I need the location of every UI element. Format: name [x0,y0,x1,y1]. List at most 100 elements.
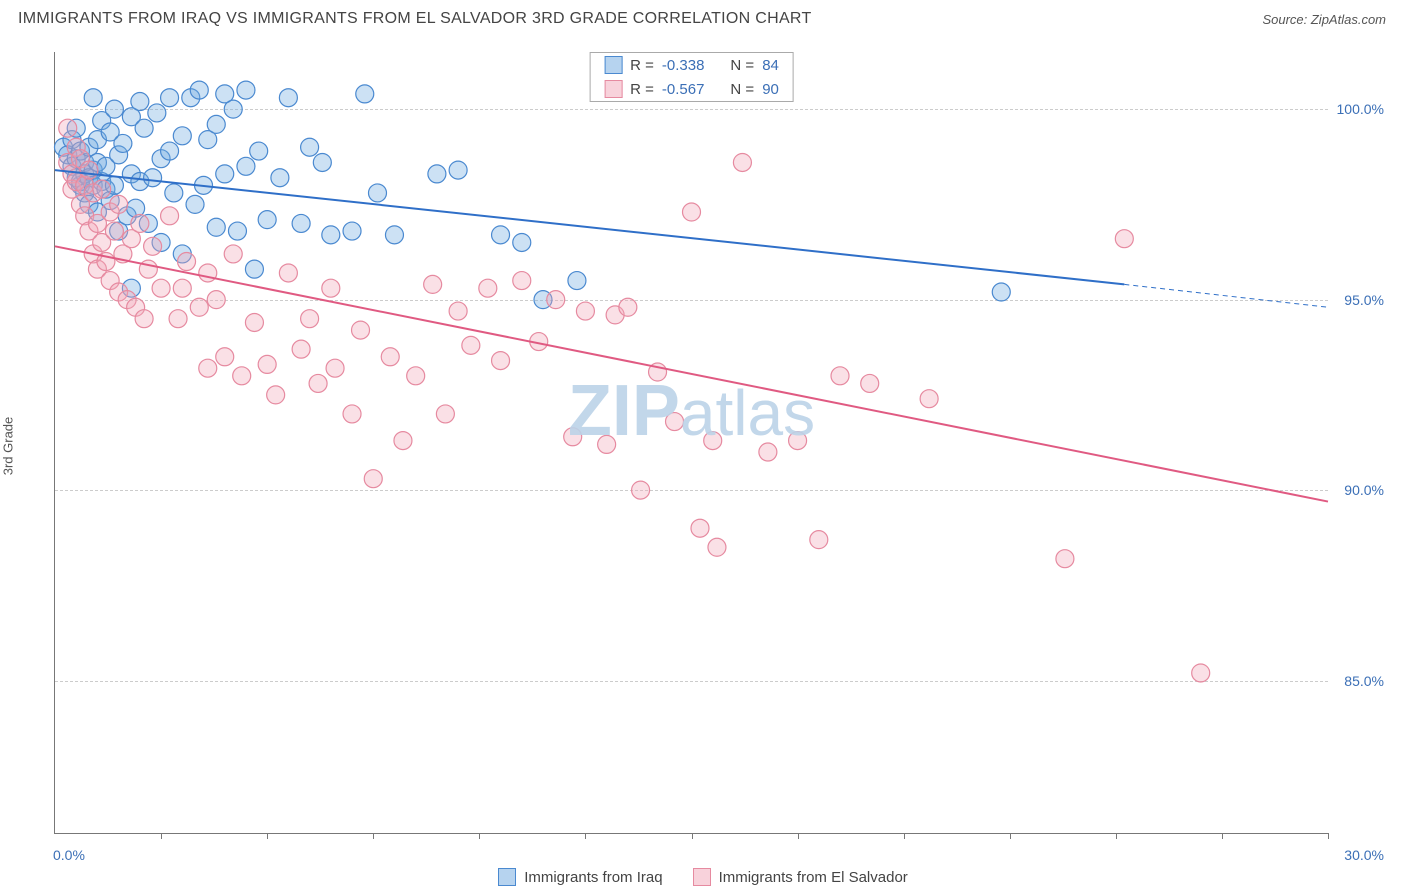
scatter-point [84,89,102,107]
scatter-point [110,195,128,213]
scatter-point [93,180,111,198]
scatter-point [364,470,382,488]
data-layer [55,52,1328,833]
chart-title: IMMIGRANTS FROM IRAQ VS IMMIGRANTS FROM … [18,10,812,28]
scatter-point [216,348,234,366]
scatter-point [114,134,132,152]
legend-n-label: N = [730,81,754,98]
legend-row: R = -0.567 N = 90 [590,77,793,101]
scatter-point [789,432,807,450]
scatter-point [152,279,170,297]
scatter-point [216,165,234,183]
scatter-point [228,222,246,240]
scatter-point [992,283,1010,301]
scatter-point [352,321,370,339]
y-tick-label: 95.0% [1344,292,1384,308]
chart-container: 3rd Grade 85.0%90.0%95.0%100.0% ZIPatlas… [18,40,1388,852]
scatter-point [343,405,361,423]
x-tick [267,833,268,839]
scatter-point [759,443,777,461]
scatter-point [831,367,849,385]
scatter-point [224,245,242,263]
scatter-point [80,161,98,179]
scatter-point [394,432,412,450]
legend-r-label: R = [630,81,654,98]
scatter-point [598,435,616,453]
y-tick-label: 90.0% [1344,482,1384,498]
series-name: Immigrants from Iraq [524,869,662,886]
scatter-point [237,157,255,175]
scatter-point [1056,550,1074,568]
scatter-point [810,531,828,549]
scatter-point [708,538,726,556]
scatter-point [190,81,208,99]
scatter-point [245,313,263,331]
scatter-point [292,340,310,358]
scatter-point [199,264,217,282]
scatter-point [322,226,340,244]
scatter-point [428,165,446,183]
scatter-point [250,142,268,160]
regression-extrapolation [1124,284,1328,307]
y-tick-label: 100.0% [1337,101,1384,117]
scatter-point [224,100,242,118]
scatter-point [131,214,149,232]
legend-swatch [498,868,516,886]
x-axis-min: 0.0% [53,847,85,863]
y-tick-label: 85.0% [1344,673,1384,689]
scatter-point [271,169,289,187]
scatter-point [619,298,637,316]
scatter-point [105,222,123,240]
y-axis-label: 3rd Grade [1,417,16,476]
scatter-point [492,226,510,244]
scatter-point [632,481,650,499]
scatter-point [178,253,196,271]
scatter-point [207,291,225,309]
scatter-point [1192,664,1210,682]
scatter-point [666,413,684,431]
legend-n-value: 90 [762,81,779,98]
scatter-point [245,260,263,278]
scatter-point [513,233,531,251]
scatter-point [564,428,582,446]
scatter-point [165,184,183,202]
scatter-point [258,211,276,229]
series-name: Immigrants from El Salvador [719,869,908,886]
scatter-point [385,226,403,244]
legend-swatch [604,56,622,74]
scatter-point [343,222,361,240]
scatter-point [861,374,879,392]
scatter-point [733,153,751,171]
scatter-point [436,405,454,423]
scatter-point [449,302,467,320]
scatter-point [356,85,374,103]
legend-row: R = -0.338 N = 84 [590,53,793,77]
scatter-point [199,359,217,377]
correlation-legend: R = -0.338 N = 84 R = -0.567 N = 90 [589,52,794,102]
scatter-point [279,89,297,107]
x-axis-max: 30.0% [1344,847,1384,863]
x-tick [1010,833,1011,839]
scatter-point [279,264,297,282]
scatter-point [237,81,255,99]
scatter-point [368,184,386,202]
scatter-point [513,272,531,290]
scatter-point [322,279,340,297]
scatter-point [1115,230,1133,248]
scatter-point [267,386,285,404]
scatter-point [309,374,327,392]
scatter-point [161,207,179,225]
scatter-point [691,519,709,537]
scatter-point [683,203,701,221]
scatter-point [173,127,191,145]
scatter-point [190,298,208,316]
scatter-point [144,169,162,187]
x-tick [161,833,162,839]
scatter-point [135,119,153,137]
plot-area: 85.0%90.0%95.0%100.0% ZIPatlas R = -0.33… [54,52,1328,834]
x-tick [585,833,586,839]
scatter-point [59,119,77,137]
scatter-point [135,310,153,328]
legend-r-value: -0.567 [662,81,705,98]
scatter-point [301,138,319,156]
